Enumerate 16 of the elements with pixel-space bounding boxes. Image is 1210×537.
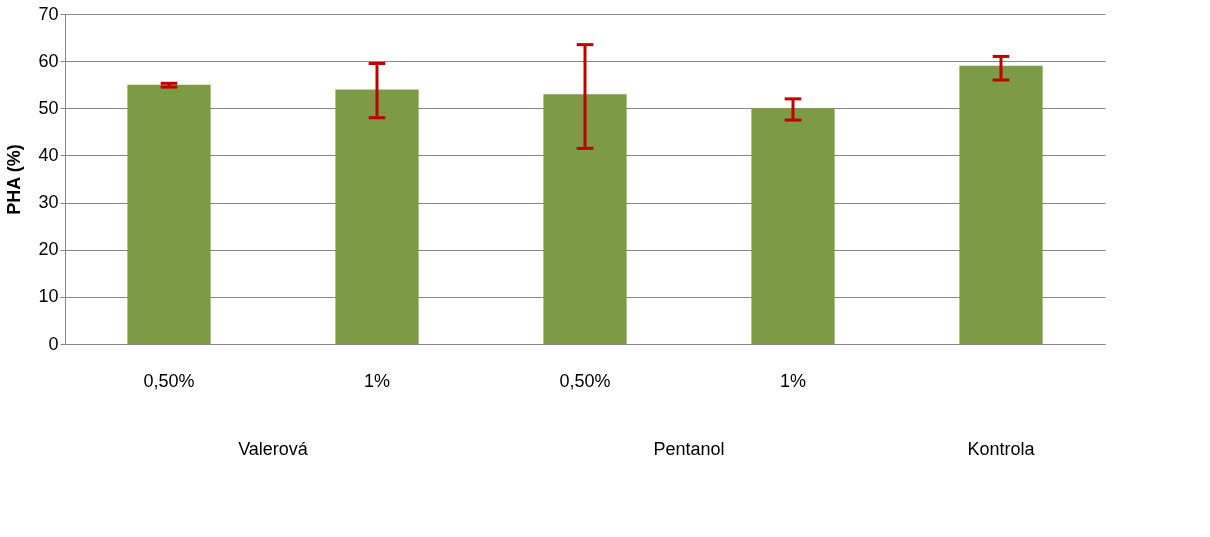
y-tick-label: 30 <box>38 192 59 213</box>
y-tick-label: 60 <box>38 50 59 71</box>
y-tick-label: 10 <box>38 286 59 307</box>
x-tick-label: 0,50% <box>559 370 611 391</box>
text: Pentanol <box>653 439 725 459</box>
text: Valerová <box>238 439 309 459</box>
x-tick-label: 0,50% <box>143 370 195 391</box>
x-tick-label: 1% <box>779 370 807 391</box>
y-tick-label: 50 <box>38 97 59 118</box>
y-axis-title: PHA (%) <box>4 144 25 215</box>
y-tick-label: 70 <box>38 3 59 24</box>
text: Kontrola <box>967 439 1036 459</box>
y-tick-label: 20 <box>38 239 59 260</box>
y-tick-label: 40 <box>38 144 59 165</box>
y-tick-label: 0 <box>48 333 59 354</box>
x-tick-label: 1% <box>363 370 391 391</box>
